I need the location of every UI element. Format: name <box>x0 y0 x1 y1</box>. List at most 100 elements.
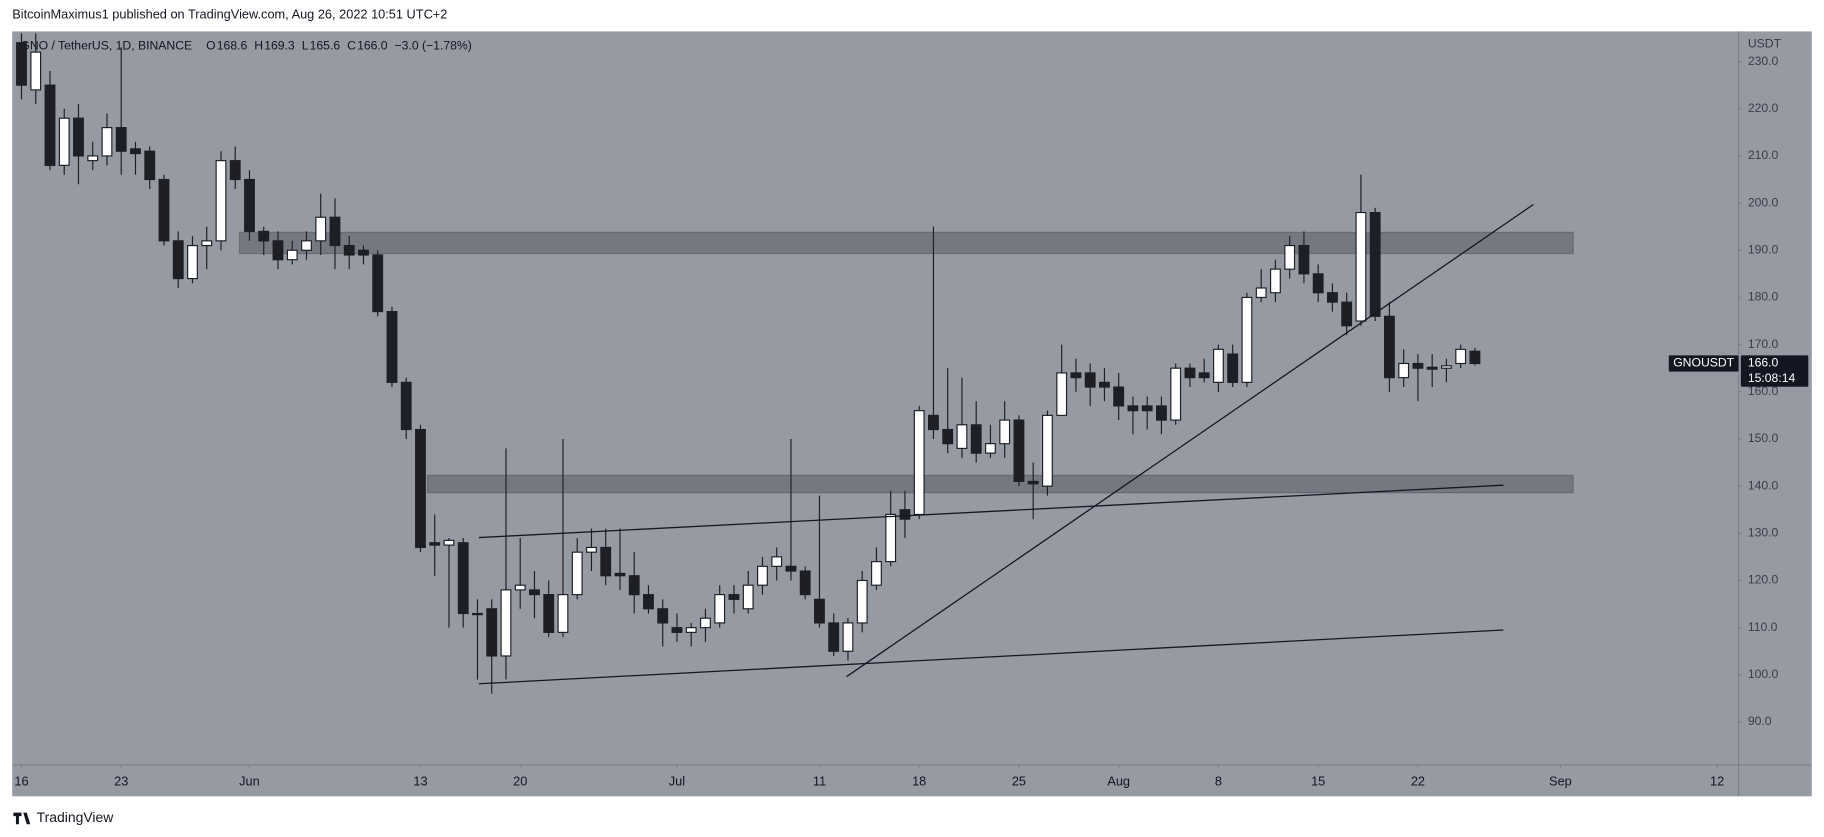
candle-body <box>1084 372 1096 388</box>
candle-body <box>486 608 498 657</box>
brand-name: TradingView <box>37 809 115 825</box>
candle-body <box>785 565 797 572</box>
y-tick-label: 160.0 <box>1748 384 1779 398</box>
candle-body <box>885 513 897 563</box>
candle-body <box>16 42 27 86</box>
candle-body <box>343 244 355 256</box>
candle-body <box>970 424 982 454</box>
candle-body <box>1255 287 1267 299</box>
candle-body <box>956 424 968 449</box>
x-tick-label: 13 <box>413 774 427 789</box>
symbol-legend: GNO / TetherUS, 1D, BINANCE O 168.6 H 169.3… <box>20 39 471 53</box>
x-tick-label: 11 <box>813 774 826 789</box>
x-tick-label: 22 <box>1411 774 1425 789</box>
candle-body <box>1469 350 1481 365</box>
candle-body <box>329 216 341 247</box>
symbol-tag <box>1668 355 1739 372</box>
trend-line <box>478 484 1504 539</box>
candle-body <box>1013 419 1025 482</box>
x-tick-label: 16 <box>14 774 28 789</box>
candle-body <box>557 594 569 633</box>
candle-body <box>244 178 255 232</box>
legend-value: 166.0 <box>357 39 388 53</box>
x-tick-label: Jun <box>239 774 260 789</box>
legend-key: C <box>347 39 356 53</box>
candle-body <box>543 594 555 633</box>
x-tick-label: 8 <box>1215 774 1222 789</box>
y-tick-label: 100.0 <box>1748 667 1779 681</box>
candle-body <box>1141 405 1153 412</box>
y-tick-label: 110.0 <box>1748 620 1778 634</box>
candle-body <box>144 150 156 181</box>
x-tick-label: Sep <box>1549 774 1572 789</box>
trend-line <box>846 203 1534 678</box>
legend-change: −3.0 (−1.78%) <box>395 39 472 53</box>
x-tick-label: 18 <box>912 774 926 789</box>
price-tag <box>1740 355 1809 387</box>
candle-body <box>1312 273 1324 294</box>
candle-body <box>258 230 270 242</box>
candle-body <box>700 617 711 629</box>
candle-body <box>1384 315 1395 379</box>
candle-body <box>115 127 127 152</box>
candle-body <box>1127 405 1139 412</box>
candle-body <box>1113 386 1125 407</box>
candle-body <box>1284 244 1296 270</box>
candle-body <box>628 575 640 596</box>
candle-body <box>87 155 99 162</box>
candle-body <box>1170 367 1182 421</box>
candle-body <box>215 160 227 242</box>
brand-logo <box>13 812 31 825</box>
candle-body <box>58 117 70 166</box>
support-resistance-zone <box>238 231 1574 255</box>
plot-area <box>16 33 1574 694</box>
last-price-label: GNOUSDT 166.015:08:14 <box>1668 355 1809 387</box>
candle-body <box>158 178 170 242</box>
candle-body <box>101 127 113 157</box>
candle-body <box>1241 296 1253 383</box>
candle-body <box>1270 268 1281 294</box>
candle-body <box>229 160 241 181</box>
candle-body <box>671 627 683 633</box>
candle-body <box>415 428 426 549</box>
candle-body <box>1056 372 1068 416</box>
candle-body <box>828 622 840 652</box>
y-tick-label: 190.0 <box>1748 242 1779 256</box>
candle-body <box>1327 292 1338 303</box>
candle-body <box>73 117 84 157</box>
candle-body <box>942 428 954 445</box>
candle-body <box>871 561 882 586</box>
candle-body <box>187 244 198 280</box>
candle-body <box>272 240 284 261</box>
candle-body <box>771 556 783 567</box>
candle-body <box>913 410 925 516</box>
legend-key: O <box>206 39 215 53</box>
candle-body <box>1198 372 1210 379</box>
candle-body <box>586 546 597 553</box>
candle-body <box>130 148 141 155</box>
candle-body <box>1227 353 1239 383</box>
candle-body <box>529 589 540 596</box>
y-tick-label: 230.0 <box>1748 54 1779 68</box>
candle-body <box>985 443 996 454</box>
candle-body <box>201 240 213 247</box>
y-tick-label: 180.0 <box>1748 290 1779 304</box>
candle-body <box>514 584 526 591</box>
candle-body <box>315 216 327 242</box>
y-tick-label: 200.0 <box>1748 195 1779 209</box>
symbol-name: GNO / TetherUS, 1D, BINANCE <box>20 39 192 53</box>
candle-body <box>30 51 42 91</box>
candle-body <box>600 546 612 577</box>
x-tick-label: 12 <box>1710 774 1724 789</box>
candle-body <box>842 622 854 652</box>
candle-body <box>1156 405 1167 421</box>
candle-body <box>358 249 369 256</box>
candle-body <box>500 589 512 657</box>
candle-body <box>429 542 441 546</box>
candle-body <box>1341 301 1353 327</box>
candle-body <box>400 381 412 431</box>
y-tick-label: 120.0 <box>1748 573 1779 587</box>
candle-body <box>1440 365 1452 369</box>
